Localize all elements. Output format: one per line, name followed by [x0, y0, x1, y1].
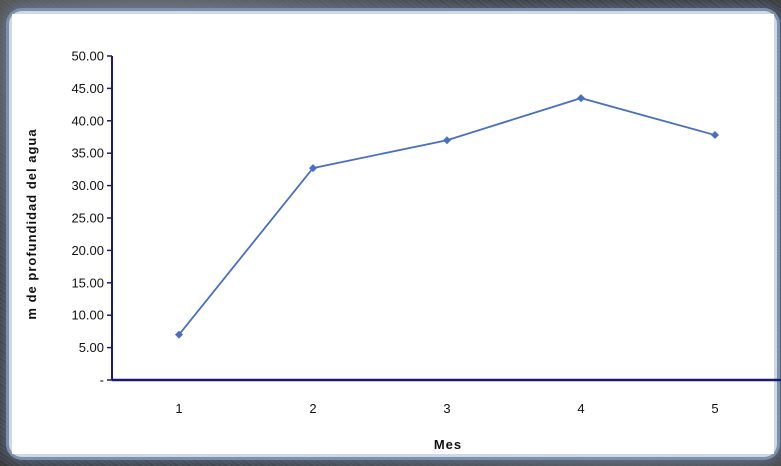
x-tick-label: 4 [577, 401, 584, 416]
series-line [178, 97, 716, 336]
y-tick-label: 45.00 [71, 81, 104, 96]
y-tick-label: 30.00 [71, 178, 104, 193]
y-tick-label: 50.00 [71, 49, 104, 64]
x-tick-label: 1 [175, 401, 182, 416]
data-point [443, 136, 451, 145]
y-tick-label: 5.00 [79, 340, 104, 355]
y-tick-label: 40.00 [71, 113, 104, 128]
x-tick-label: 5 [711, 401, 718, 416]
x-axis-title: Mes [434, 437, 462, 452]
data-point [175, 330, 183, 339]
y-tick-label: - [100, 373, 104, 388]
y-tick-label: 25.00 [71, 211, 104, 226]
x-tick-label: 3 [443, 401, 450, 416]
data-point [577, 94, 585, 103]
x-tick-label: 2 [309, 401, 316, 416]
y-tick-label: 35.00 [71, 146, 104, 161]
data-point [309, 164, 317, 173]
y-tick-label: 20.00 [71, 243, 104, 258]
data-point [711, 131, 719, 140]
data-points [175, 94, 719, 339]
x-axis-ticks: 1 2 3 4 5 [175, 401, 718, 416]
y-axis-title: m de profundidad del agua [24, 128, 39, 319]
y-tick-label: 15.00 [71, 275, 104, 290]
y-tick-label: 10.00 [71, 308, 104, 323]
y-axis-ticks: - 5.00 10.00 15.00 20.00 25.00 30.00 35.00 40.00… [71, 49, 112, 388]
